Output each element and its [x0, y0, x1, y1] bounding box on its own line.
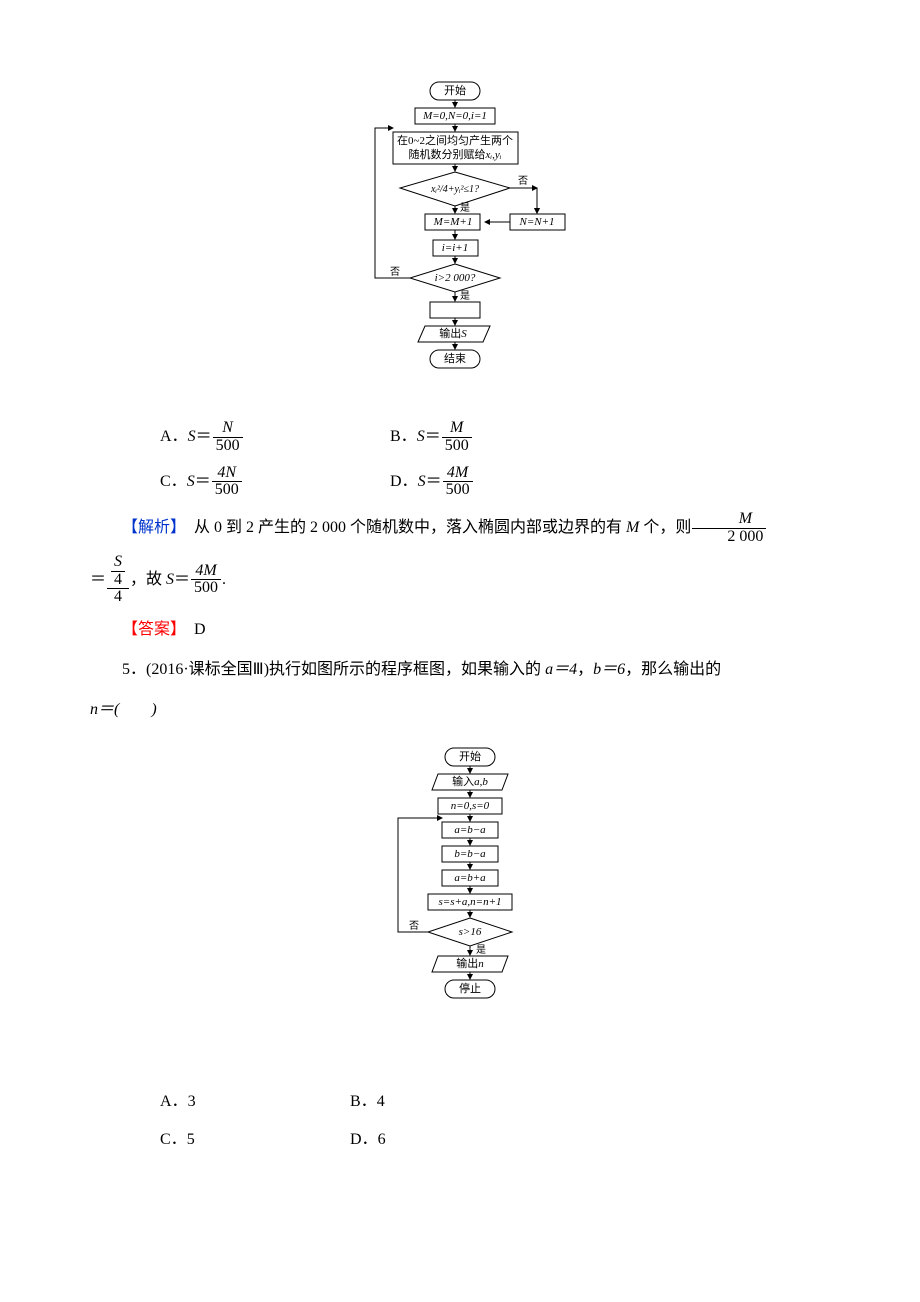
fc1-minc: M=M+1	[433, 216, 473, 228]
q5-option-c: C．5	[160, 1124, 350, 1156]
flowchart-q5: 开始 输入a,b n=0,s=0 a=b−a b=b−a a=b+a s=s+a…	[380, 746, 540, 1066]
flowchart-q4: 开始 M=0,N=0,i=1 在0~2之间均匀产生两个 随机数分别赋给xᵢ,yᵢ…	[345, 80, 575, 400]
fc1-rand2: 随机数分别赋给xᵢ,yᵢ	[409, 147, 502, 161]
fc2-s3: a=b+a	[454, 872, 486, 884]
q4-analysis-line2: ＝S44，故 S＝4M500.	[90, 554, 830, 606]
q5-option-a: A．3	[160, 1086, 350, 1118]
fc1-cond: xᵢ²/4+yᵢ²≤1?	[430, 184, 479, 195]
fc1-start: 开始	[444, 83, 466, 97]
q4-answer: 【答案】 D	[90, 614, 830, 646]
fc2-no: 否	[409, 920, 419, 932]
fc1-cond2: i>2 000?	[435, 272, 476, 284]
fc1-iinc: i=i+1	[442, 242, 468, 254]
q4-option-a: A．S＝N500	[160, 420, 390, 455]
fc1-ninc: N=N+1	[518, 216, 554, 228]
answer-label: 【答案】	[122, 621, 178, 638]
fc2-cond: s>16	[459, 926, 482, 938]
analysis-label: 【解析】	[122, 519, 178, 536]
fc2-s1: a=b−a	[454, 824, 486, 836]
fc2-init: n=0,s=0	[451, 800, 490, 812]
fc1-out: 输出S	[439, 326, 467, 340]
q5-option-d: D．6	[350, 1124, 540, 1156]
q5-option-b: B．4	[350, 1086, 540, 1118]
fc2-s2: b=b−a	[454, 848, 486, 860]
fc1-no2: 否	[390, 266, 400, 278]
fc1-rand1: 在0~2之间均匀产生两个	[397, 133, 513, 147]
fc2-yes: 是	[476, 944, 486, 956]
fc1-yes1: 是	[460, 202, 470, 214]
q5-stem: 5．(2016·课标全国Ⅲ)执行如图所示的程序框图，如果输入的 a＝4，b＝6，…	[90, 654, 830, 686]
q4-options: A．S＝N500 B．S＝M500 C．S＝4N500 D．S＝4M500	[160, 420, 830, 499]
fc1-yes2: 是	[460, 290, 470, 302]
q4-option-c: C．S＝4N500	[160, 465, 390, 500]
q5-stem-line2: n＝( )	[90, 694, 830, 726]
fc1-end: 结束	[444, 352, 466, 365]
q4-analysis: 【解析】 从 0 到 2 产生的 2 000 个随机数中，落入椭圆内部或边界的有…	[90, 511, 830, 546]
q4-option-d: D．S＝4M500	[390, 465, 620, 500]
fc2-output: 输出n	[456, 956, 484, 970]
fc2-end: 停止	[459, 981, 481, 995]
q5-options: A．3 B．4 C．5 D．6	[160, 1086, 830, 1156]
fc2-s4: s=s+a,n=n+1	[438, 896, 501, 908]
fc1-init: M=0,N=0,i=1	[422, 110, 487, 122]
fc1-no1: 否	[518, 175, 528, 187]
q4-option-b: B．S＝M500	[390, 420, 620, 455]
fc2-start: 开始	[459, 749, 481, 763]
fc2-input: 输入a,b	[452, 774, 488, 788]
